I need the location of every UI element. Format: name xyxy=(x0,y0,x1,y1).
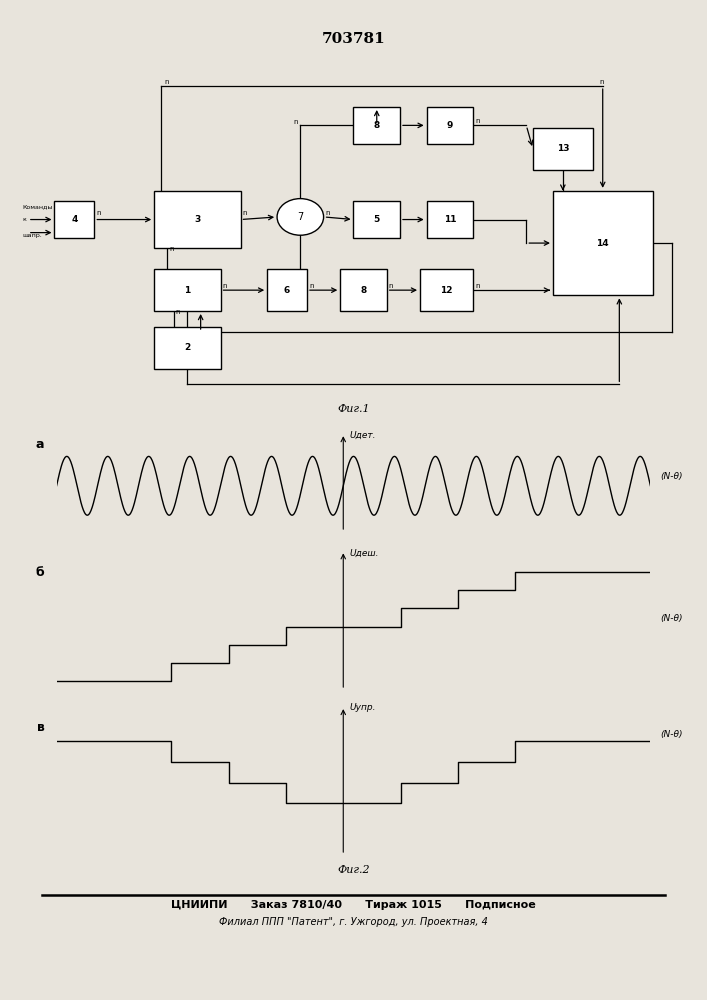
Bar xyxy=(426,201,473,238)
Bar xyxy=(54,201,94,238)
Text: n: n xyxy=(475,283,479,289)
Text: n: n xyxy=(96,210,101,216)
Text: 11: 11 xyxy=(443,215,456,224)
Text: n: n xyxy=(475,118,479,124)
Text: 9: 9 xyxy=(447,121,453,130)
Text: n: n xyxy=(164,79,168,85)
Text: n: n xyxy=(170,246,174,252)
Text: Uупр.: Uупр. xyxy=(349,703,376,712)
Text: Uдеш.: Uдеш. xyxy=(349,549,379,558)
Text: 7: 7 xyxy=(297,212,303,222)
Text: 1: 1 xyxy=(185,286,190,295)
Text: 3: 3 xyxy=(194,215,201,224)
Text: 6: 6 xyxy=(284,286,290,295)
Text: 14: 14 xyxy=(597,239,609,248)
Text: n: n xyxy=(175,309,180,315)
Bar xyxy=(154,269,221,311)
Text: 5: 5 xyxy=(373,215,380,224)
Text: Фиг.1: Фиг.1 xyxy=(337,404,370,414)
Text: шапр.: шапр. xyxy=(23,233,42,238)
Text: 13: 13 xyxy=(556,144,569,153)
Text: n: n xyxy=(309,283,313,289)
Bar xyxy=(340,269,387,311)
Text: (N-θ): (N-θ) xyxy=(660,473,683,482)
Text: Uдет.: Uдет. xyxy=(349,430,376,439)
Bar xyxy=(154,191,240,248)
Text: n: n xyxy=(293,119,298,125)
Circle shape xyxy=(277,199,324,235)
Text: 2: 2 xyxy=(185,343,190,352)
Text: (N-θ): (N-θ) xyxy=(660,730,683,739)
Text: в: в xyxy=(37,721,45,734)
Text: б: б xyxy=(35,566,45,579)
Text: Команды: Команды xyxy=(23,204,53,209)
Bar xyxy=(154,327,221,369)
Text: n: n xyxy=(243,210,247,216)
Text: 8: 8 xyxy=(373,121,380,130)
Bar xyxy=(533,128,592,170)
Text: n: n xyxy=(223,283,227,289)
Bar xyxy=(426,107,473,144)
Text: а: а xyxy=(36,438,45,451)
Text: 4: 4 xyxy=(71,215,78,224)
Text: к: к xyxy=(23,217,26,222)
Bar xyxy=(420,269,473,311)
Text: ЦНИИПИ      Заказ 7810/40      Тираж 1015      Подписное: ЦНИИПИ Заказ 7810/40 Тираж 1015 Подписно… xyxy=(171,900,536,910)
Text: n: n xyxy=(389,283,393,289)
Text: n: n xyxy=(600,79,604,85)
Text: Филиал ППП "Патент", г. Ужгород, ул. Проектная, 4: Филиал ППП "Патент", г. Ужгород, ул. Про… xyxy=(219,917,488,927)
Text: 12: 12 xyxy=(440,286,452,295)
Bar xyxy=(354,201,400,238)
Bar xyxy=(354,107,400,144)
Bar xyxy=(553,191,653,295)
Bar xyxy=(267,269,307,311)
Text: n: n xyxy=(326,210,330,216)
Text: Фиг.2: Фиг.2 xyxy=(337,865,370,875)
Text: (N-θ): (N-θ) xyxy=(660,614,683,623)
Text: 703781: 703781 xyxy=(322,32,385,46)
Text: 8: 8 xyxy=(361,286,367,295)
